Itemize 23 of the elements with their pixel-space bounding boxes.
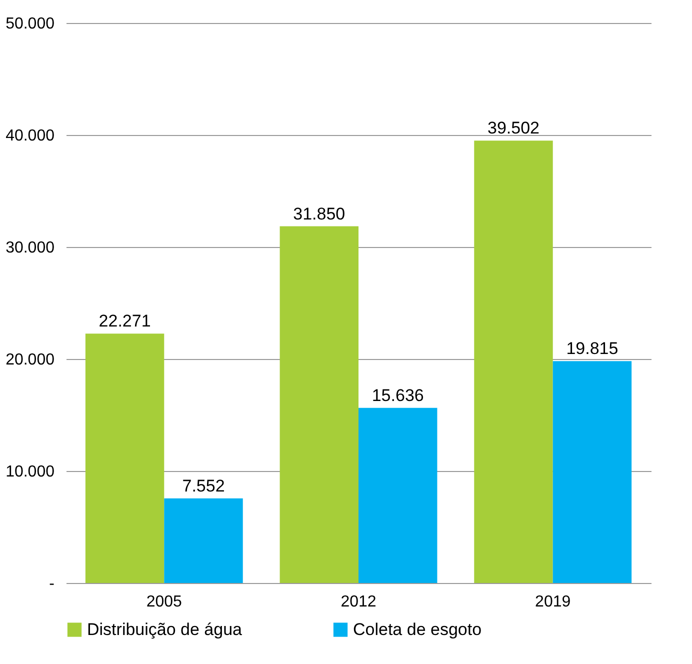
bar [280, 226, 358, 583]
bar [474, 140, 553, 583]
data-label: 19.815 [566, 339, 618, 358]
x-tick-label: 2019 [535, 594, 571, 610]
y-tick-label: 50.000 [6, 16, 55, 32]
data-label: 7.552 [182, 476, 225, 496]
x-tick-label: 2005 [146, 594, 182, 610]
x-tick-label: 2012 [340, 594, 376, 610]
legend-label: Distribuição de água [87, 620, 243, 639]
bar [552, 361, 632, 583]
y-tick-label: 20.000 [6, 352, 55, 368]
bar [85, 334, 164, 583]
bar [164, 498, 243, 583]
bar [358, 408, 438, 583]
y-tick-label: 10.000 [6, 464, 55, 480]
data-label: 15.636 [372, 386, 424, 405]
y-tick-label: 30.000 [6, 240, 55, 256]
legend-label: Coleta de esgoto [353, 620, 482, 639]
y-tick-label: 40.000 [6, 128, 55, 144]
y-tick-label: - [49, 576, 54, 592]
data-label: 22.271 [98, 312, 151, 331]
data-label: 39.502 [487, 118, 540, 138]
data-label: 31.850 [293, 204, 346, 224]
